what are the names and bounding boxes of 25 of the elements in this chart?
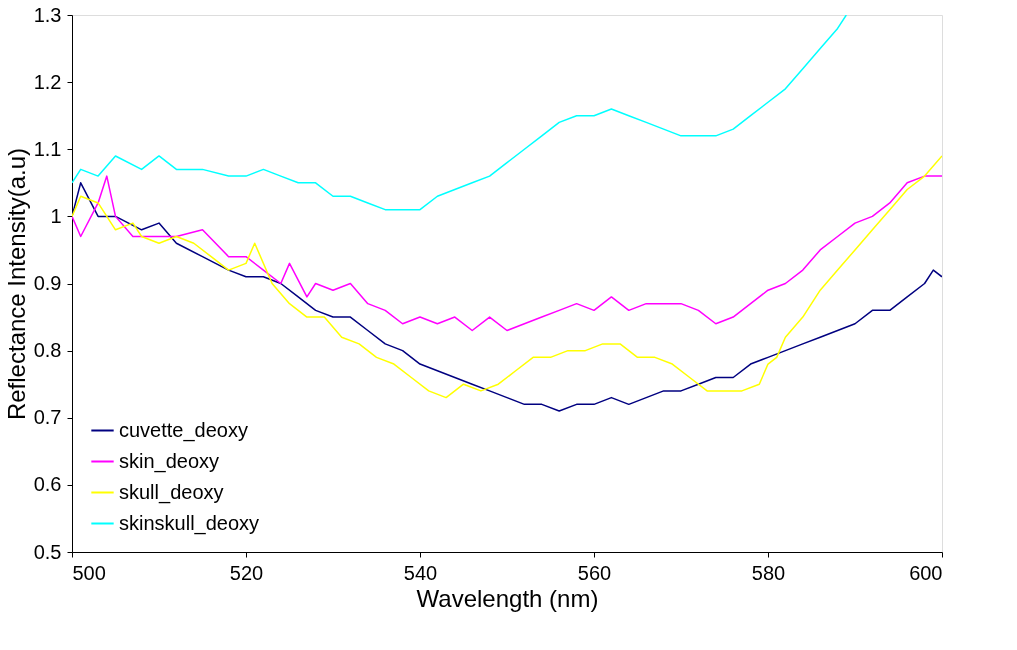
line-series xyxy=(72,155,942,399)
line-series xyxy=(72,15,848,211)
legend-label: skull_deoxy xyxy=(119,480,224,504)
y-tick-label: 0.8 xyxy=(33,339,62,362)
y-tick-label: 0.7 xyxy=(33,406,62,429)
x-axis-title: Wavelength (nm) xyxy=(416,584,599,612)
y-tick-label: 0.5 xyxy=(33,540,62,563)
y-tick-label: 1 xyxy=(50,204,62,227)
legend-label: skin_deoxy xyxy=(119,449,220,473)
y-tick-label: 1.2 xyxy=(33,70,62,93)
y-tick-label: 0.9 xyxy=(33,272,62,294)
line-series xyxy=(72,175,942,332)
y-tick-label: 1.1 xyxy=(33,137,62,160)
y-axis-title: Reflectance Intensity(a.u) xyxy=(2,147,30,421)
x-tick-label: 540 xyxy=(403,561,438,584)
legend-label: cuvette_deoxy xyxy=(119,418,248,442)
legend-label: skinskull_deoxy xyxy=(119,511,260,535)
x-tick-label: 580 xyxy=(751,561,786,584)
x-tick-label: 520 xyxy=(229,561,264,584)
line-series xyxy=(72,182,942,412)
y-tick-label: 0.6 xyxy=(33,473,62,496)
y-tick-label: 1.3 xyxy=(33,3,62,26)
x-tick-label: 560 xyxy=(577,561,612,584)
x-tick-label: 600 xyxy=(909,561,943,584)
x-tick-label: 500 xyxy=(72,561,106,584)
